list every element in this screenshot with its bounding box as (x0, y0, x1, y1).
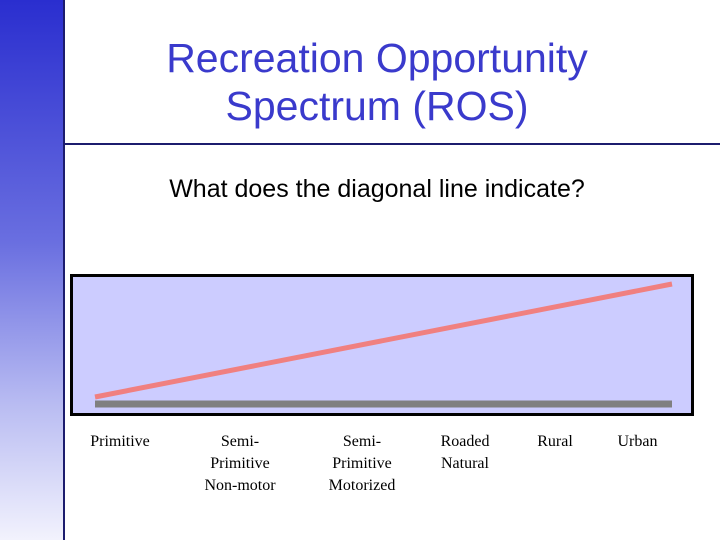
spectrum-diagram (70, 274, 694, 416)
category-rural: Rural (537, 433, 573, 450)
slide-title: Recreation Opportunity Spectrum (ROS) (166, 35, 588, 129)
title-divider (63, 143, 720, 145)
category-roaded-natural: Roaded Natural (440, 433, 490, 472)
category-semi-primitive-non-motor: Semi- Primitive Non-motor (204, 433, 276, 494)
side-gradient-band (0, 0, 64, 540)
category-primitive: Primitive (90, 433, 150, 450)
slide-question: What does the diagonal line indicate? (169, 175, 585, 203)
diagonal-line (94, 281, 673, 400)
category-urban: Urban (617, 433, 658, 450)
category-semi-primitive-motorized: Semi- Primitive Motorized (328, 433, 396, 494)
side-divider (63, 0, 65, 540)
